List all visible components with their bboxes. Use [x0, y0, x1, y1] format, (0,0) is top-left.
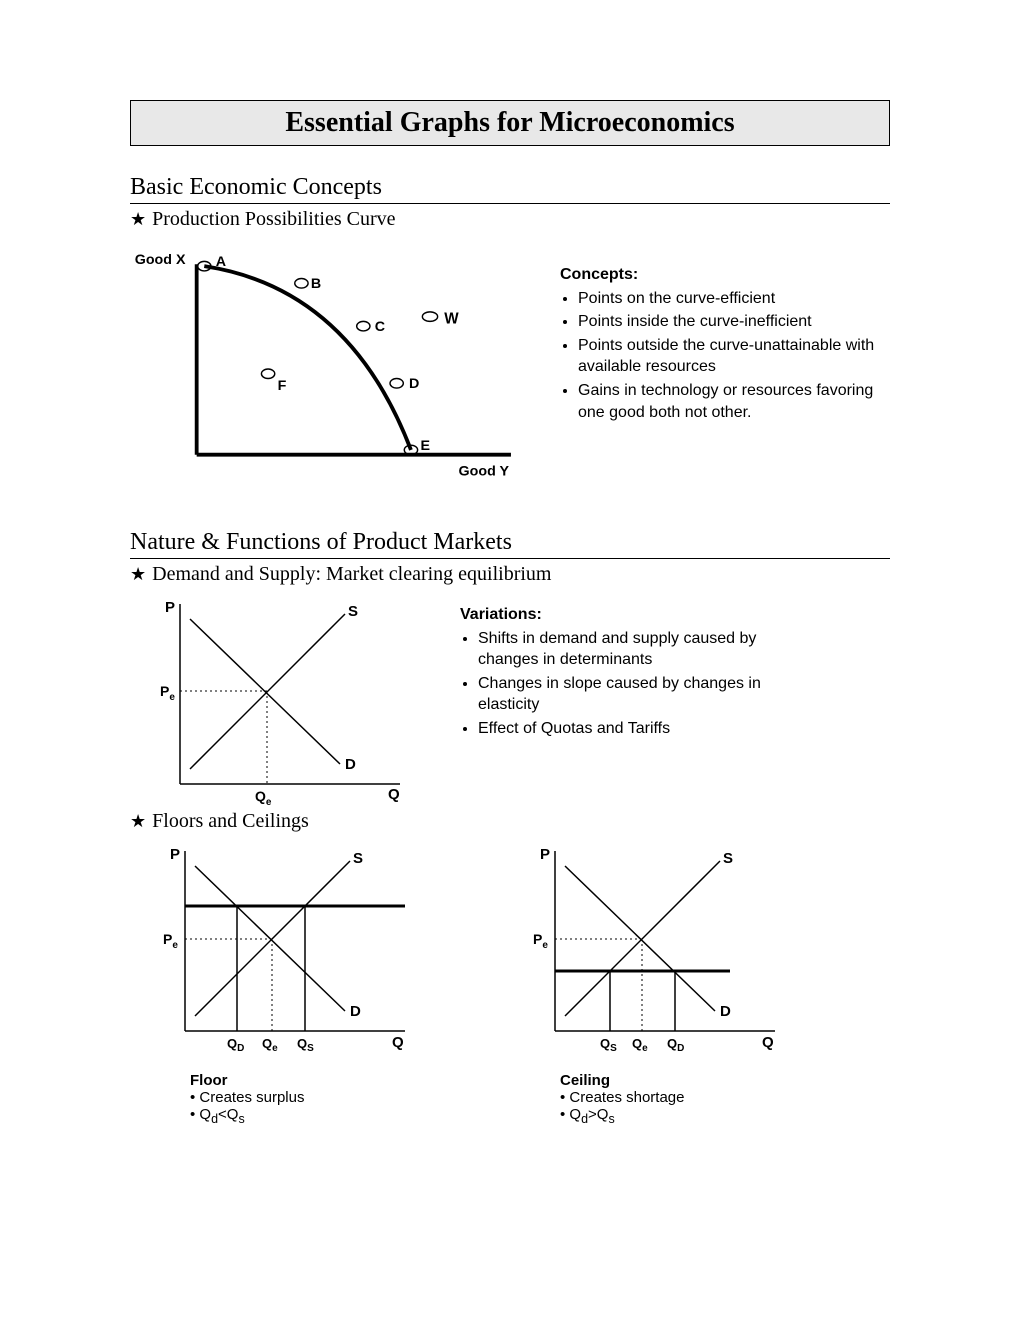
page-title: Essential Graphs for Microeconomics	[130, 100, 890, 146]
svg-text:Q: Q	[762, 1034, 774, 1051]
concept-item: Points inside the curve-inefficient	[578, 311, 890, 333]
concept-item: Points on the curve-efficient	[578, 288, 890, 310]
svg-text:QS: QS	[600, 1036, 617, 1054]
svg-text:C: C	[375, 319, 385, 335]
section1-item: ★Production Possibilities Curve	[130, 208, 890, 231]
svg-text:S: S	[353, 850, 363, 867]
svg-text:Qe: Qe	[255, 788, 272, 808]
svg-text:B: B	[311, 276, 321, 292]
sd-variations: Variations: Shifts in demand and supply …	[460, 604, 820, 742]
svg-text:A: A	[216, 254, 226, 270]
star-icon: ★	[130, 209, 146, 229]
section2-heading: Nature & Functions of Product Markets	[130, 529, 890, 559]
svg-text:S: S	[723, 850, 733, 867]
svg-text:Qe: Qe	[262, 1036, 278, 1054]
svg-text:Good X: Good X	[135, 252, 186, 268]
ppc-graph: A B C D E F W Good X Good Y	[130, 239, 530, 499]
ppc-concepts: Concepts: Points on the curve-efficient …	[560, 264, 890, 425]
svg-text:D: D	[345, 756, 356, 773]
svg-text:QD: QD	[667, 1036, 684, 1054]
svg-text:Q: Q	[392, 1034, 404, 1051]
svg-text:P: P	[170, 846, 180, 863]
sd-graph: S D P Q Pe Qe	[130, 594, 430, 814]
svg-text:D: D	[720, 1003, 731, 1020]
variation-item: Effect of Quotas and Tariffs	[478, 718, 820, 740]
svg-text:S: S	[348, 603, 358, 620]
floor-notes: Floor • Creates surplus • Qd<Qs	[190, 1072, 430, 1126]
svg-text:QD: QD	[227, 1036, 244, 1054]
star-icon: ★	[130, 564, 146, 584]
concept-item: Gains in technology or resources favorin…	[578, 380, 890, 423]
star-icon: ★	[130, 811, 146, 831]
variation-item: Shifts in demand and supply caused by ch…	[478, 628, 820, 671]
section1-heading: Basic Economic Concepts	[130, 174, 890, 204]
svg-text:Good Y: Good Y	[459, 464, 510, 480]
svg-text:Pe: Pe	[163, 931, 178, 951]
ceiling-graph: S D P Q Pe QS Qe QD	[500, 841, 800, 1061]
section2-item2: ★Floors and Ceilings	[130, 810, 890, 833]
svg-text:Qe: Qe	[632, 1036, 648, 1054]
variation-item: Changes in slope caused by changes in el…	[478, 673, 820, 716]
concept-item: Points outside the curve-unattainable wi…	[578, 335, 890, 378]
svg-text:Pe: Pe	[533, 931, 548, 951]
svg-text:P: P	[165, 599, 175, 616]
svg-text:QS: QS	[297, 1036, 314, 1054]
section2-item1: ★Demand and Supply: Market clearing equi…	[130, 563, 890, 586]
svg-text:D: D	[409, 376, 419, 392]
floor-graph: S D P Q Pe QD Qe QS	[130, 841, 430, 1061]
svg-text:P: P	[540, 846, 550, 863]
svg-text:Pe: Pe	[160, 683, 175, 703]
ceiling-notes: Ceiling • Creates shortage • Qd>Qs	[560, 1072, 800, 1126]
svg-text:F: F	[278, 378, 287, 394]
svg-text:E: E	[420, 438, 430, 454]
svg-text:Q: Q	[388, 786, 400, 803]
svg-text:D: D	[350, 1003, 361, 1020]
svg-text:W: W	[444, 310, 459, 327]
